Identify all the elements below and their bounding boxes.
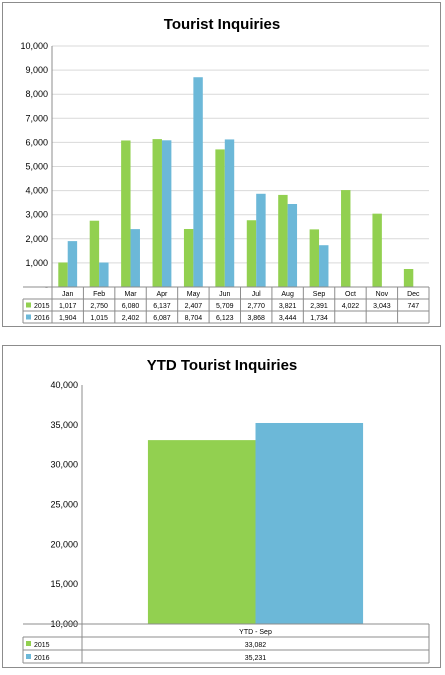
bar-2015-oct	[341, 190, 351, 287]
bar-2015-sep	[309, 229, 320, 287]
legend-label-2015: 2015	[34, 642, 50, 649]
data-label: 3,821	[279, 303, 297, 310]
data-label: 2,402	[122, 315, 140, 322]
data-label: 3,868	[247, 315, 265, 322]
data-label: 2,407	[185, 303, 203, 310]
category-label: Dec	[407, 291, 420, 298]
data-label: 33,082	[245, 642, 267, 649]
data-label: 4,022	[342, 303, 360, 310]
category-label: Aug	[281, 291, 294, 298]
category-label: May	[187, 291, 201, 298]
y-tick-label: 4,000	[25, 186, 48, 196]
data-label: 35,231	[245, 655, 267, 662]
y-tick-label: 5,000	[25, 162, 48, 172]
bar-2016-mar	[130, 229, 140, 287]
y-tick-label: 10,000	[20, 41, 48, 51]
y-tick-label: 15,000	[50, 579, 78, 589]
legend-swatch-2015	[26, 641, 31, 646]
chart-title: YTD Tourist Inquiries	[147, 357, 298, 374]
bar-2015-jul	[246, 220, 257, 287]
legend-label-2016: 2016	[34, 315, 50, 322]
category-label: Feb	[93, 291, 105, 298]
monthly-chart-panel: Tourist Inquiries -1,000 2,000 3,000 4,000 5…	[2, 2, 441, 327]
bar-2015-nov	[372, 213, 382, 287]
data-label: 1,017	[59, 303, 77, 310]
category-label: Nov	[376, 291, 389, 298]
monthly-chart: Tourist Inquiries -1,0002,0003,0004,0005…	[20, 16, 430, 324]
bar-2016-ytd-sep	[255, 422, 364, 624]
y-tick-label: 9,000	[25, 65, 48, 75]
category-label: Apr	[157, 291, 169, 298]
category-label: Mar	[125, 291, 138, 298]
data-label: 6,080	[122, 303, 140, 310]
bar-2016-may	[193, 77, 203, 287]
bar-2015-ytd-sep	[147, 440, 256, 624]
bar-2016-jun	[224, 139, 235, 287]
data-label: 1,015	[90, 315, 108, 322]
y-tick-label: 6,000	[25, 137, 48, 147]
y-tick-label: 35,000	[50, 420, 78, 430]
bar-2015-jan	[58, 262, 68, 287]
category-label: Jan	[62, 291, 73, 298]
data-label: 6,123	[216, 315, 234, 322]
category-label: Sep	[313, 291, 326, 298]
category-label: Jul	[252, 291, 261, 298]
bar-2016-sep	[319, 245, 329, 287]
y-tick-label: 20,000	[50, 539, 78, 549]
data-label: 6,137	[153, 303, 171, 310]
bar-2015-dec	[403, 268, 414, 287]
bar-2015-aug	[278, 194, 288, 287]
data-label: 8,704	[185, 315, 203, 322]
ytd-chart-panel: YTD Tourist Inquiries 10,000 15,000 20,000…	[2, 345, 441, 668]
bar-2015-mar	[121, 140, 131, 287]
bar-2015-jun	[215, 149, 225, 287]
bar-2016-jul	[256, 193, 266, 287]
bar-2016-jan	[67, 241, 78, 287]
y-tick-label: 2,000	[25, 234, 48, 244]
legend-swatch-2015	[26, 302, 31, 308]
data-label: 1,904	[59, 315, 77, 322]
legend-label-2016: 2016	[34, 655, 50, 662]
data-label: 6,087	[153, 315, 171, 322]
bar-2016-apr	[161, 140, 172, 287]
y-tick-label: 25,000	[50, 500, 78, 510]
category-label: Oct	[345, 291, 356, 298]
data-label: 747	[407, 303, 419, 310]
data-label: 3,444	[279, 315, 297, 322]
data-label: 3,043	[373, 303, 391, 310]
bar-2016-feb	[99, 262, 109, 287]
y-tick-label: 8,000	[25, 89, 48, 99]
legend-swatch-2016	[26, 654, 31, 659]
bar-2015-may	[183, 228, 194, 287]
y-tick-label: 7,000	[25, 113, 48, 123]
data-label: 5,709	[216, 303, 234, 310]
y-tick-label: 1,000	[25, 258, 48, 268]
bar-2015-apr	[152, 139, 162, 287]
data-label: 2,750	[90, 303, 108, 310]
ytd-chart: YTD Tourist Inquiries 10,00015,00020,000…	[22, 357, 430, 664]
category-label: YTD - Sep	[239, 629, 272, 636]
bar-2016-aug	[287, 203, 298, 287]
data-label: 2,391	[310, 303, 328, 310]
bar-2015-feb	[89, 220, 100, 287]
category-label: Jun	[219, 291, 230, 298]
legend-swatch-2016	[26, 314, 31, 320]
data-label: 2,770	[247, 303, 265, 310]
chart-title: Tourist Inquiries	[164, 16, 280, 33]
data-label: 1,734	[310, 315, 328, 322]
y-tick-label: 40,000	[50, 380, 78, 390]
y-tick-label: 3,000	[25, 210, 48, 220]
y-tick-label: 30,000	[50, 460, 78, 470]
legend-label-2015: 2015	[34, 303, 50, 310]
